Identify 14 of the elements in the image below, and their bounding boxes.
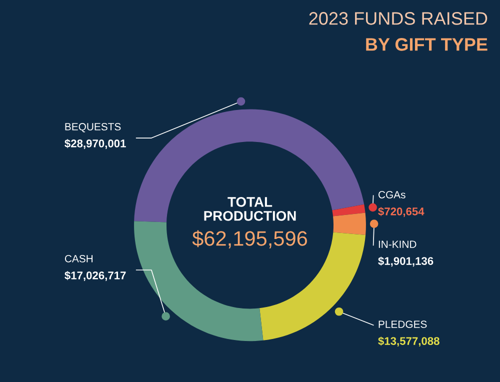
data-label: $17,026,717 xyxy=(64,271,126,281)
data-label: $720,654 xyxy=(378,207,424,217)
slice-label: IN-KIND xyxy=(378,240,416,248)
chart-subtitle: BY GIFT TYPE xyxy=(366,38,488,51)
slice-label: BEQUESTS xyxy=(65,123,121,132)
slice-label: CGAs xyxy=(378,191,406,198)
slice-label: CASH xyxy=(64,255,93,262)
data-label: $1,901,136 xyxy=(378,256,434,267)
text: TOTAL PRODUCTION xyxy=(204,197,296,221)
data-label: $13,577,088 xyxy=(378,336,440,347)
text: $62,195,596 xyxy=(192,230,308,248)
slice-label: PLEDGES xyxy=(378,320,427,328)
data-label: $28,970,001 xyxy=(64,139,126,149)
chart-title: 2023 FUNDS RAISED xyxy=(309,12,488,25)
